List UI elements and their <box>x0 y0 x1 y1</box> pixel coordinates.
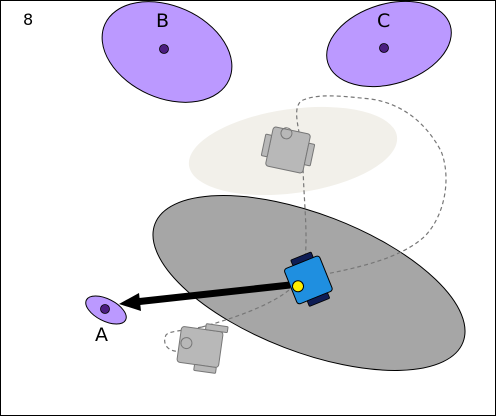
robot-ghost-icon <box>176 320 228 374</box>
frame-number: 8 <box>23 10 33 29</box>
landmark-a-label: A <box>95 324 108 346</box>
landmark-b-dot <box>160 45 169 54</box>
landmark-a-dot <box>101 305 110 314</box>
landmark-c-label: C <box>377 10 390 32</box>
landmark-c-dot <box>380 44 389 53</box>
landmark-b-label: B <box>156 10 169 32</box>
